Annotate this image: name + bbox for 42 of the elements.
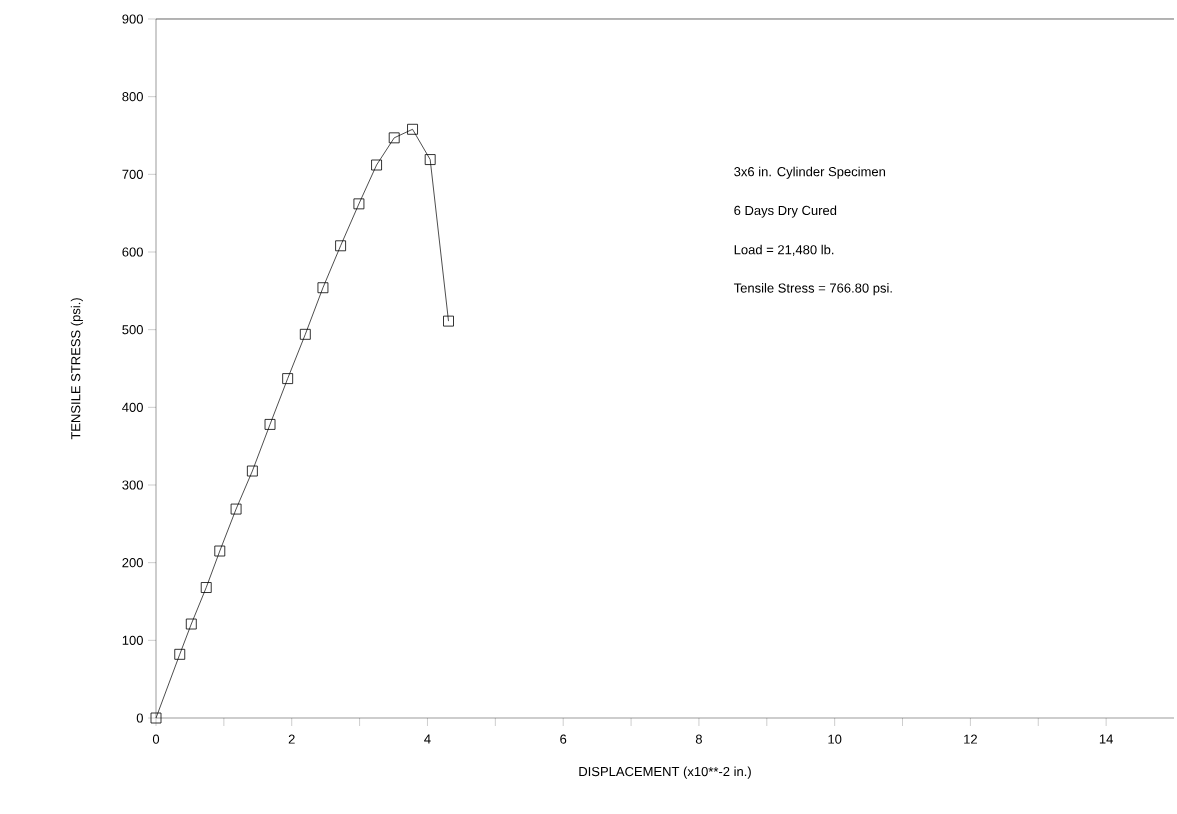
x-tick-label: 8 [695,734,702,744]
y-axis-title: TENSILE STRESS (psi.) [70,298,83,440]
y-tick-label: 600 [122,247,143,257]
x-tick-label: 6 [560,734,567,744]
x-tick-label: 4 [424,734,431,744]
point [214,545,226,557]
point [407,123,418,135]
x-tick-label: 0 [152,734,160,744]
annotation: 6 Days Dry Cured [734,205,837,218]
y-tick-label: 100 [122,635,143,645]
y-tick-label: 900 [122,14,143,24]
x-tick-label: 14 [1099,734,1113,744]
y-tick-label: 400 [122,402,143,412]
y-tick-label: 200 [122,558,143,568]
point [335,240,346,252]
y-tick-label: 800 [122,92,143,102]
annotation: Load = 21,480 lb. [734,244,834,256]
point [353,198,365,210]
y-tick-label: 300 [122,480,143,490]
x-tick-label: 2 [288,734,295,744]
point [388,132,400,144]
point [371,159,382,171]
point [282,373,294,384]
x-axis-title: DISPLACEMENT (x10**-2 in.) [579,766,751,779]
point [185,618,197,630]
y-tick-label: 0 [136,713,143,723]
point [246,465,258,477]
x-tick-label: 12 [964,734,977,744]
point [200,582,212,593]
point [299,328,311,340]
point [150,712,162,724]
x-tick-label: 10 [828,734,842,744]
y-tick-label: 700 [122,169,143,179]
annotation: 3x6 in. Cylinder Specimen [734,166,886,179]
point [317,282,329,294]
point [264,419,276,430]
point [230,503,242,515]
annotation: Tensile Stress = 766.80 psi. [733,283,892,296]
y-tick-label: 500 [122,325,143,335]
point [174,648,186,660]
point [443,315,454,327]
point [424,154,436,165]
